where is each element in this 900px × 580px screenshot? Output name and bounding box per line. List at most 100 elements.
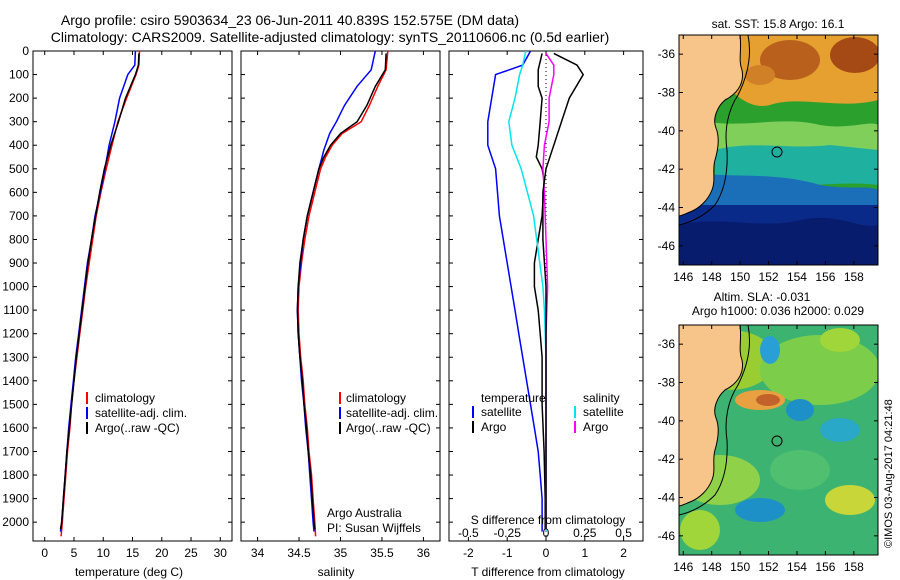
temperature-plot-frame xyxy=(32,50,233,542)
x-tick-label: 0 xyxy=(41,546,48,560)
s-tick-label: -0.5 xyxy=(458,526,479,540)
y-tick-label: 1500 xyxy=(2,397,29,411)
legend-label-satellite: satellite-adj. clim. xyxy=(95,406,187,420)
figure-title-line1: Argo profile: csiro 5903634_23 06-Jun-20… xyxy=(61,12,519,28)
y-tick-label: 1000 xyxy=(2,280,29,294)
x-tick-label: -2 xyxy=(463,546,474,560)
x-tick-label: 25 xyxy=(184,546,198,560)
y-tick-label: 800 xyxy=(9,232,29,246)
y-tick-label: 1300 xyxy=(2,350,29,364)
s-tick-label: 0.25 xyxy=(573,526,597,540)
x-tick-label: 34.5 xyxy=(287,546,311,560)
sst-map xyxy=(679,35,878,265)
legend-label-argo: Argo(..raw -QC) xyxy=(346,421,431,435)
sla-map xyxy=(679,325,878,555)
lat-tick-label: -46 xyxy=(658,529,676,543)
x-tick-label: 35 xyxy=(334,546,348,560)
lat-tick-label: -46 xyxy=(658,239,676,253)
legend-label-s-satellite: satellite xyxy=(583,405,624,419)
temperature-legend: climatology satellite-adj. clim. Argo(..… xyxy=(86,391,187,435)
sst-map-ticks: -36 -38 -40 -42 -44 -46 146 148 150 152 154 156 158 xyxy=(658,35,878,284)
argo-float-marker xyxy=(771,435,783,447)
difference-series xyxy=(487,51,585,532)
series-line-climatology xyxy=(60,51,141,537)
legend-title-temperature: temperature xyxy=(481,391,546,405)
y-tick-label: 0 xyxy=(22,44,29,58)
series-line-climatology xyxy=(297,51,389,537)
lon-tick-label: 154 xyxy=(787,560,807,574)
x-tick-label: 2 xyxy=(620,546,627,560)
sst-map-title: sat. SST: 15.8 Argo: 16.1 xyxy=(712,17,845,31)
salinity-xlabel: salinity xyxy=(318,565,355,579)
lon-tick-label: 148 xyxy=(702,270,722,284)
lat-tick-label: -40 xyxy=(658,124,676,138)
sla-map-title2: Argo h1000: 0.036 h2000: 0.029 xyxy=(692,304,864,318)
x-tick-label: 5 xyxy=(71,546,78,560)
y-tick-label: 2000 xyxy=(2,515,29,529)
lon-tick-label: 150 xyxy=(730,270,750,284)
lon-tick-label: 156 xyxy=(815,270,835,284)
lat-tick-label: -36 xyxy=(658,47,676,61)
y-tick-label: 100 xyxy=(9,68,29,82)
s-tick-label: -0.25 xyxy=(494,526,522,540)
x-tick-label: 20 xyxy=(155,546,169,560)
salinity-legend: climatology satellite-adj. clim. Argo(..… xyxy=(339,391,438,435)
series-line-salinity-argo-raw xyxy=(542,52,585,530)
y-tick-label: 400 xyxy=(9,138,29,152)
x-tick-label: -1 xyxy=(502,546,513,560)
lon-tick-label: 148 xyxy=(702,560,722,574)
lat-tick-label: -38 xyxy=(658,376,676,390)
legend-label-argo: Argo(..raw -QC) xyxy=(95,421,180,435)
series-line-argo-raw-qc- xyxy=(296,53,387,530)
y-tick-label: 1100 xyxy=(3,303,29,317)
lat-tick-label: -44 xyxy=(658,201,676,215)
lon-tick-label: 154 xyxy=(787,270,807,284)
temperature-series xyxy=(59,51,141,537)
series-line-satellite-adj-clim- xyxy=(59,51,137,532)
y-tick-label: 300 xyxy=(9,115,29,129)
s-tick-label: 0.5 xyxy=(615,526,632,540)
y-tick-label: 1600 xyxy=(2,421,29,435)
x-tick-label: 36 xyxy=(417,546,431,560)
lon-tick-label: 158 xyxy=(844,560,864,574)
y-tick-label: 1400 xyxy=(2,374,29,388)
lon-tick-label: 156 xyxy=(815,560,835,574)
temperature-xlabel: temperature (deg C) xyxy=(75,565,183,579)
depth-axis-ticks: 0 100 200 300 400 500 600 700 800 900 1000 1100 1200… xyxy=(2,44,29,529)
legend-label-climatology: climatology xyxy=(346,391,406,405)
credit-line1: Argo Australia xyxy=(327,506,402,520)
difference-xlabel: T difference from climatology xyxy=(471,565,625,579)
x-tick-label: 10 xyxy=(97,546,111,560)
y-tick-label: 700 xyxy=(9,209,29,223)
lat-tick-label: -42 xyxy=(658,452,676,466)
y-tick-label: 600 xyxy=(9,185,29,199)
x-tick-label: 1 xyxy=(581,546,588,560)
legend-label-satellite: satellite-adj. clim. xyxy=(346,406,438,420)
imos-timestamp: ©IMOS 03-Aug-2017 04:21:48 xyxy=(883,399,895,548)
y-tick-label: 200 xyxy=(9,91,29,105)
y-tick-label: 900 xyxy=(9,256,29,270)
argo-float-marker xyxy=(771,146,783,158)
legend-label-s-argo: Argo xyxy=(583,420,609,434)
difference-legend: temperature salinity satellite Argo sate… xyxy=(472,391,624,434)
credit-line2: PI: Susan Wijffels xyxy=(327,521,421,535)
y-tick-label: 1200 xyxy=(2,327,29,341)
lon-tick-label: 146 xyxy=(673,270,693,284)
salinity-series xyxy=(296,51,389,537)
temperature-axis-ticks: 0 5 10 15 20 25 30 xyxy=(33,50,232,560)
sla-map-ticks: -36 -38 -40 -42 -44 -46 146 148 150 152 154 156 158 xyxy=(658,325,878,574)
x-tick-label: 15 xyxy=(126,546,140,560)
series-line-argo-raw-qc- xyxy=(59,53,140,530)
lat-tick-label: -38 xyxy=(658,86,676,100)
series-line-temperature-satellite xyxy=(487,51,543,532)
salinity-axis-ticks: 34 34.5 35 35.5 36 xyxy=(241,50,440,560)
legend-label-t-satellite: satellite xyxy=(481,405,522,419)
x-tick-label: 35.5 xyxy=(370,546,394,560)
lat-tick-label: -44 xyxy=(658,491,676,505)
lon-tick-label: 150 xyxy=(730,560,750,574)
lon-tick-label: 158 xyxy=(844,270,864,284)
y-tick-label: 1800 xyxy=(2,468,29,482)
x-tick-label: 0 xyxy=(543,546,550,560)
legend-label-t-argo: Argo xyxy=(481,420,507,434)
legend-title-salinity: salinity xyxy=(583,391,620,405)
